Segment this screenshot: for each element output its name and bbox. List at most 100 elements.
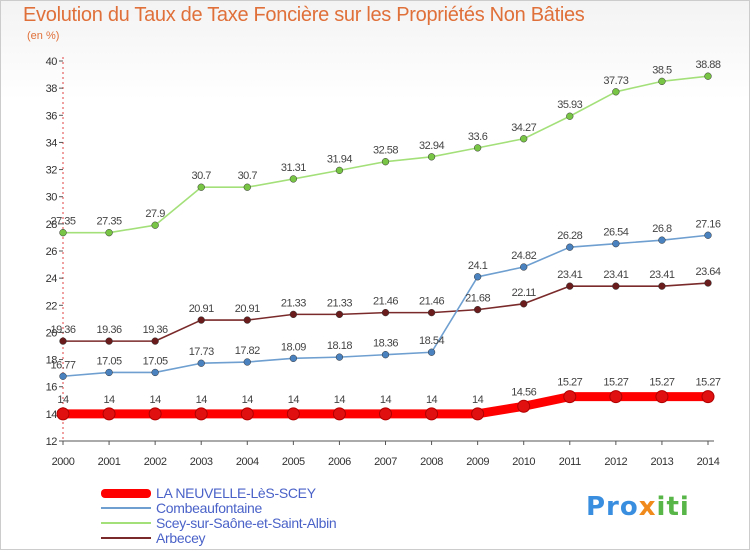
- data-point: [563, 390, 577, 404]
- data-point: [566, 243, 574, 251]
- data-label: 26.54: [603, 227, 628, 239]
- data-label: 14: [103, 394, 115, 406]
- data-point: [151, 337, 159, 345]
- data-point: [240, 407, 254, 421]
- legend-label: Scey-sur-Saône-et-Saint-Albin: [156, 515, 337, 531]
- chart-subtitle: (en %): [27, 30, 60, 42]
- data-label: 15.27: [557, 377, 582, 389]
- data-label: 14: [150, 394, 162, 406]
- data-label: 14: [380, 394, 392, 406]
- data-label: 20.91: [235, 303, 260, 315]
- series-points: [56, 72, 715, 421]
- data-point: [612, 88, 620, 96]
- data-label: 14: [472, 394, 484, 406]
- legend-swatch: [101, 537, 151, 539]
- data-point: [381, 158, 390, 166]
- data-label: 14: [196, 394, 208, 406]
- data-point: [243, 358, 251, 366]
- data-point: [658, 236, 666, 244]
- data-label: 31.31: [281, 162, 306, 174]
- x-tick-label: 2006: [328, 456, 351, 468]
- legend-swatch: [101, 507, 151, 509]
- data-label: 20.91: [189, 303, 214, 315]
- data-label: 16.77: [50, 359, 75, 371]
- data-label: 37.73: [603, 75, 628, 87]
- data-point: [473, 305, 482, 314]
- x-tick-label: 2013: [650, 456, 673, 468]
- data-label: 14: [288, 394, 300, 406]
- data-label: 17.73: [189, 346, 214, 358]
- data-label: 18.18: [327, 340, 352, 352]
- data-label: 26.28: [557, 230, 582, 242]
- y-tick-label: 32: [46, 165, 58, 177]
- data-point: [148, 407, 162, 421]
- proxiti-logo: Proxiti: [586, 492, 690, 522]
- data-label: 21.33: [327, 297, 352, 309]
- data-label: 27.16: [695, 218, 720, 230]
- data-point: [520, 135, 528, 143]
- data-label: 15.27: [603, 377, 628, 389]
- data-point: [427, 348, 436, 356]
- data-label: 14: [334, 394, 346, 406]
- data-point: [151, 368, 159, 377]
- data-point: [701, 390, 715, 404]
- x-tick-label: 2005: [282, 456, 305, 468]
- data-point: [59, 229, 67, 237]
- x-tick-label: 2012: [604, 456, 627, 468]
- data-point: [609, 390, 623, 404]
- data-point: [427, 153, 436, 161]
- data-label: 14: [57, 394, 69, 406]
- x-tick-label: 2014: [697, 456, 720, 468]
- data-point: [197, 316, 205, 324]
- data-label: 21.68: [465, 293, 490, 305]
- data-point: [658, 77, 666, 86]
- data-label: 38.88: [695, 59, 720, 71]
- data-label: 17.05: [97, 355, 122, 367]
- y-tick-label: 18: [46, 355, 58, 367]
- x-tick-label: 2004: [236, 456, 259, 468]
- legend-swatch: [101, 488, 151, 498]
- data-point: [381, 351, 390, 359]
- data-point: [105, 368, 113, 377]
- data-point: [335, 310, 344, 319]
- data-label: 14: [426, 394, 438, 406]
- data-point: [151, 221, 159, 229]
- y-tick-label: 30: [46, 192, 58, 204]
- y-tick-label: 12: [46, 436, 58, 448]
- data-point: [655, 390, 669, 404]
- y-tick-label: 28: [46, 219, 58, 231]
- data-label: 32.58: [373, 145, 398, 157]
- chart-title: Evolution du Taux de Taxe Foncière sur l…: [23, 4, 585, 26]
- data-point: [105, 337, 113, 345]
- data-label: 23.41: [603, 269, 628, 281]
- x-tick-label: 2011: [559, 456, 581, 468]
- data-label: 24.82: [511, 250, 536, 262]
- data-label: 15.27: [649, 377, 674, 389]
- data-label: 33.6: [468, 131, 488, 143]
- y-tick-label: 38: [46, 83, 58, 95]
- data-label: 21.33: [281, 297, 306, 309]
- data-label: 17.05: [143, 355, 168, 367]
- y-tick-label: 16: [46, 382, 58, 394]
- data-label: 24.1: [468, 260, 488, 272]
- data-point: [194, 407, 208, 421]
- data-point: [335, 353, 344, 361]
- logo-part: iti: [656, 492, 690, 522]
- data-point: [243, 183, 251, 191]
- data-point: [286, 407, 300, 421]
- data-point: [520, 263, 528, 271]
- data-point: [612, 282, 620, 290]
- data-label: 18.54: [419, 335, 444, 347]
- data-point: [520, 300, 528, 308]
- data-label: 35.93: [557, 99, 582, 111]
- x-tick-label: 2008: [420, 456, 443, 468]
- y-tick-label: 24: [46, 273, 58, 285]
- logo-part: x: [638, 492, 657, 522]
- y-tick-label: 22: [46, 300, 58, 312]
- data-label: 23.41: [649, 269, 674, 281]
- data-label: 26.8: [652, 223, 672, 235]
- data-label: 21.46: [373, 296, 398, 308]
- data-point: [289, 310, 298, 319]
